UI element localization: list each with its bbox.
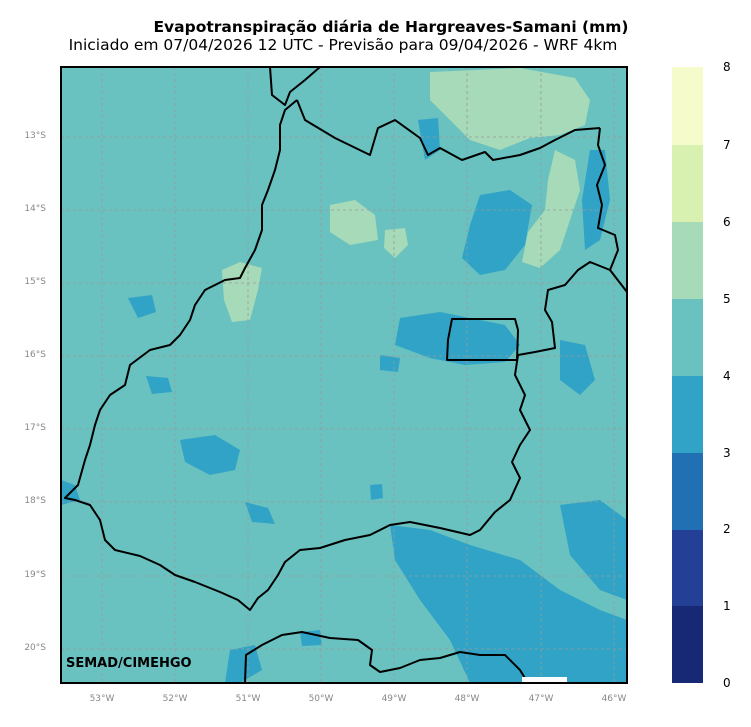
patch-3-4mm-west2 (146, 376, 172, 394)
patch-3-4mm-south (225, 645, 262, 683)
colorbar-segment-4-5 (672, 299, 703, 376)
colorbar-segment-2-3 (672, 453, 703, 530)
colorbar-tick-7: 7 (723, 138, 731, 152)
patch-3-4mm-south-west (245, 502, 275, 524)
patch-5-6mm-west (222, 262, 262, 322)
patch-3-4mm-small-1 (370, 484, 383, 500)
colorbar (672, 67, 703, 683)
colorbar-segment-6-7 (672, 145, 703, 222)
patch-3-4mm-west (128, 295, 156, 318)
map-frame (60, 66, 628, 684)
colorbar-tick-5: 5 (723, 292, 731, 306)
graticule (61, 67, 627, 683)
lat-label-16s: 16°S (24, 350, 46, 360)
lon-label-48w: 48°W (454, 694, 480, 704)
patch-3-4mm-center (180, 435, 240, 475)
map-title: Evapotranspiração diária de Hargreaves-S… (153, 18, 629, 36)
colorbar-segment-1-2 (672, 529, 703, 606)
colorbar-tick-1: 1 (723, 599, 731, 613)
colorbar-tick-8: 8 (723, 60, 731, 74)
lat-label-15s: 15°S (24, 277, 46, 287)
east-boundary (609, 269, 627, 293)
lon-label-49w: 49°W (381, 694, 407, 704)
colorbar-segment-0-1 (672, 606, 703, 683)
lat-label-18s: 18°S (24, 496, 46, 506)
colorbar-tick-0: 0 (723, 676, 731, 690)
lat-label-14s: 14°S (24, 204, 46, 214)
colorbar-segment-5-6 (672, 222, 703, 299)
patch-5-6mm-small (384, 228, 408, 258)
lon-label-47w: 47°W (528, 694, 554, 704)
lat-label-20s: 20°S (24, 643, 46, 653)
patch-3-4mm-northeast (462, 190, 532, 275)
patch-5-6mm-north (430, 68, 590, 150)
patch-3-4mm-far-southeast (560, 500, 627, 600)
goias-boundary (64, 67, 619, 611)
credit-label: SEMAD/CIMEHGO (66, 656, 192, 671)
colorbar-segment-7-8 (672, 67, 703, 145)
evapotranspiration-field (61, 67, 627, 683)
patch-3-4mm-south2 (300, 630, 322, 646)
lat-label-13s: 13°S (24, 131, 46, 141)
lon-label-50w: 50°W (308, 694, 334, 704)
map-subtitle: Iniciado em 07/04/2026 12 UTC - Previsão… (68, 36, 618, 54)
patch-5-6mm-center (330, 200, 378, 245)
patch-3-4mm-southeast (390, 525, 627, 683)
patch-5-6mm-east (522, 150, 580, 268)
patch-3-4mm-ne-strip (582, 150, 610, 250)
state-boundaries (64, 67, 627, 683)
lon-label-52w: 52°W (162, 694, 188, 704)
south-boundary (244, 631, 529, 683)
colorbar-tick-2: 2 (723, 522, 731, 536)
colorbar-segment-3-4 (672, 376, 703, 453)
lon-label-46w: 46°W (601, 694, 627, 704)
missing-data-patch (522, 677, 567, 683)
lat-label-19s: 19°S (24, 570, 46, 580)
colorbar-tick-3: 3 (723, 446, 731, 460)
colorbar-tick-6: 6 (723, 215, 731, 229)
lat-label-17s: 17°S (24, 423, 46, 433)
patch-3-4mm-federal-district (395, 312, 520, 365)
lon-label-51w: 51°W (235, 694, 261, 704)
patch-3-4mm-small-3 (418, 118, 440, 160)
colorbar-tick-4: 4 (723, 369, 731, 383)
patch-3-4mm-small-2 (380, 355, 400, 372)
lon-label-53w: 53°W (89, 694, 115, 704)
patch-3-4mm-east (560, 340, 595, 395)
federal-district-boundary (446, 318, 519, 361)
